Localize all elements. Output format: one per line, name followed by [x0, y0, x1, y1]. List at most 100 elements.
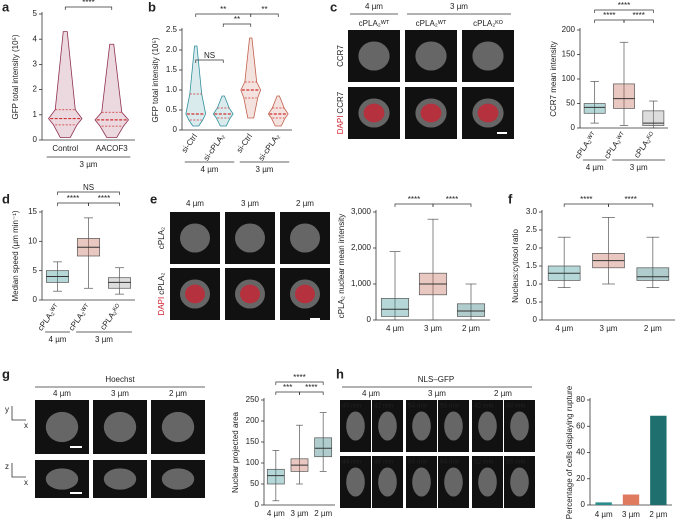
y-tick-label: 200: [562, 25, 576, 34]
box: [642, 110, 665, 126]
x-tick-label: Control: [52, 144, 78, 153]
y-tick-label: 50: [250, 479, 259, 488]
time-label: 60 min: [408, 459, 428, 466]
cell: [378, 467, 397, 497]
box: [583, 103, 606, 114]
group-label: 3 µm: [80, 160, 98, 169]
significance-bracket: [594, 19, 625, 23]
row-label: cPLA₂: [157, 227, 166, 249]
y-tick-label: 3,000: [351, 207, 372, 216]
panel-letter: c: [330, 0, 337, 14]
x-tick-label: si-cPLA₂: [202, 132, 227, 162]
row-label-part: DAPI: [157, 297, 166, 316]
cell: [45, 411, 79, 443]
x-tick-label: AACOF3: [96, 144, 129, 153]
significance-label: NS: [83, 183, 94, 192]
violin: [185, 45, 207, 127]
y-tick-label: 2,000: [351, 243, 372, 252]
group-label: 3 µm: [95, 335, 113, 344]
significance-label: ****: [82, 0, 94, 7]
row-label-part: DAPI: [336, 116, 345, 135]
y-tick-label: 1: [33, 110, 38, 119]
scale-bar: [310, 318, 320, 320]
y-tick-label: 150: [562, 50, 576, 59]
time-label: 44 min: [342, 459, 362, 466]
cell: [444, 467, 463, 497]
column-label: 2 µm: [169, 389, 187, 398]
x-tick-label: 4 µm: [555, 324, 573, 333]
y-axis-label: Percentage of cells displaying rupture: [565, 385, 574, 519]
y-tick-label: 1,000: [351, 279, 372, 288]
axis-glyph: [11, 406, 26, 421]
scale-bar: [70, 446, 82, 448]
y-tick-label: 2.5: [526, 225, 538, 234]
x-tick-label: 3 µm: [424, 324, 442, 333]
axis-glyph-label: y: [5, 405, 9, 414]
significance-label: **: [234, 15, 240, 24]
row-label-part: cPLA₂: [157, 227, 166, 249]
time-label: 54 min: [408, 403, 428, 410]
axis-glyph: [11, 463, 26, 478]
y-tick-label: 100: [562, 74, 576, 83]
y-axis-label: cPLA₂ nuclear mean intensity: [337, 214, 346, 319]
row-label: DAPI cPLA₂: [157, 273, 166, 316]
cell: [412, 411, 431, 441]
x-tick-label: cPLA₂ᴷᴼ: [632, 130, 656, 160]
y-tick-label: 0: [581, 500, 586, 509]
cell: [346, 467, 365, 497]
significance-bracket: [394, 203, 434, 207]
y-tick-label: 0: [533, 315, 538, 324]
time-label: 56 min: [506, 459, 526, 466]
violin: [48, 31, 83, 138]
y-tick-label: 5: [33, 266, 38, 275]
y-tick-label: 1.5: [526, 261, 538, 270]
y-tick-label: 150: [246, 437, 260, 446]
y-tick-label: 2.0: [526, 243, 538, 252]
significance-label: ***: [283, 383, 292, 392]
y-tick-label: 1.5: [166, 65, 178, 74]
significance-bracket: [250, 13, 279, 17]
y-tick-label: 1.0: [526, 279, 538, 288]
box: [314, 437, 333, 458]
panel-letter: e: [150, 191, 157, 206]
row-label: CCR7: [336, 45, 345, 67]
bar: [650, 415, 667, 505]
axis-glyph-label: x: [24, 421, 28, 430]
y-tick-label: 2.0: [166, 45, 178, 54]
y-tick-label: 10: [28, 236, 37, 245]
y-tick-label: 5: [33, 9, 38, 18]
y-tick-label: 100: [246, 458, 260, 467]
y-tick-label: 0: [33, 295, 38, 304]
header: 4 µm: [365, 2, 383, 11]
x-tick-label: 2 µm: [644, 324, 662, 333]
y-tick-label: 0: [571, 123, 576, 132]
column-label: 4 µm: [362, 389, 380, 398]
y-tick-label: 0: [33, 135, 38, 144]
y-tick-label: 50: [566, 99, 575, 108]
significance-label: ****: [305, 383, 317, 392]
y-tick-label: 60: [576, 421, 585, 430]
y-tick-label: 3: [33, 60, 38, 69]
x-tick-label: 2 µm: [649, 510, 667, 519]
significance-label: ****: [98, 194, 110, 203]
y-tick-label: 0.5: [166, 105, 178, 114]
column-label: cPLA₂ᵂᵀ: [416, 19, 447, 28]
nucleus: [240, 284, 260, 304]
header: Hoechst: [105, 375, 135, 384]
y-tick-label: 3.0: [526, 207, 538, 216]
significance-bracket: [563, 203, 609, 207]
nucleus: [295, 284, 315, 304]
y-tick-label: 0: [255, 500, 260, 509]
violin: [267, 95, 289, 127]
y-tick-label: 2.5: [166, 25, 178, 34]
axis-glyph-label: z: [5, 462, 9, 471]
row-label-part: CCR7: [336, 45, 345, 67]
column-label: 3 µm: [111, 389, 129, 398]
panel-letter: a: [2, 0, 10, 14]
box: [266, 468, 285, 485]
y-axis-label: Median speed (µm min⁻¹): [11, 210, 20, 301]
x-tick-label: cPLA₂ᵂᵀ: [602, 130, 627, 161]
x-tick-label: 2 µm: [462, 324, 480, 333]
column-label: 3 µm: [241, 199, 259, 208]
